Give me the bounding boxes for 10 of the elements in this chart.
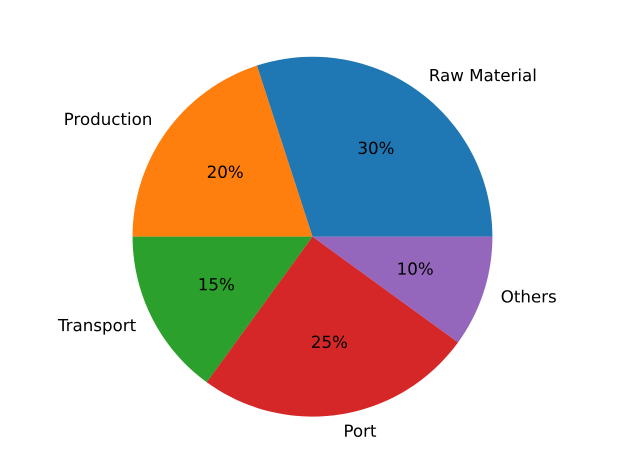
slice-label: Others [502,290,556,303]
data-label: 10% [398,262,433,275]
slice-label: Port [345,424,376,437]
data-label: 15% [200,278,234,291]
slice-label: Raw Material [430,68,536,82]
data-label: 25% [312,336,347,348]
slice-label: Transport [58,318,136,335]
data-label: 30% [358,142,394,154]
data-label: 20% [208,165,243,178]
slice-label: Production [65,112,151,126]
